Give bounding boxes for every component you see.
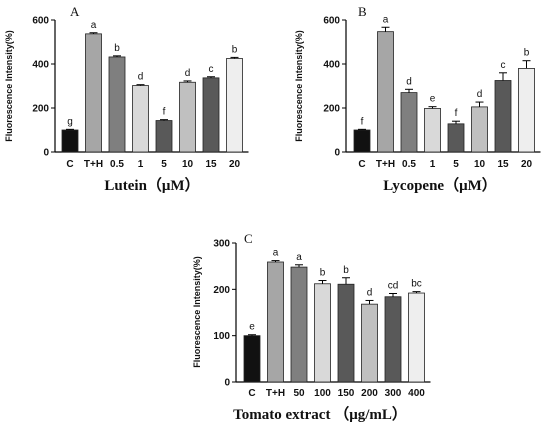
panel-label: C xyxy=(244,231,253,246)
bar xyxy=(108,56,126,153)
bar xyxy=(361,303,378,383)
x-tick-label: 400 xyxy=(408,388,425,399)
x-tick-label: T+H xyxy=(266,388,285,399)
bar xyxy=(337,283,355,383)
x-tick-label: 0.5 xyxy=(402,159,416,170)
significance-letter: a xyxy=(296,252,302,263)
bar xyxy=(155,120,173,153)
significance-letter: d xyxy=(138,72,144,83)
significance-letter: d xyxy=(477,89,483,100)
significance-letter: c xyxy=(209,64,214,75)
x-tick-label: C xyxy=(358,159,365,170)
y-tick-label: 600 xyxy=(32,16,49,27)
bar xyxy=(518,68,535,153)
significance-letter: b xyxy=(114,43,120,54)
y-tick-label: 200 xyxy=(213,285,230,296)
x-tick-label: 0.5 xyxy=(110,159,124,170)
significance-letter: b xyxy=(343,265,349,276)
bar xyxy=(202,77,220,153)
bar xyxy=(226,58,243,153)
bar xyxy=(243,335,261,383)
significance-letter: f xyxy=(163,107,166,118)
significance-letter: f xyxy=(455,108,458,119)
bar xyxy=(314,283,331,383)
x-axis-label: Lutein（μM） xyxy=(104,176,199,194)
bar xyxy=(353,129,371,153)
y-tick-label: 0 xyxy=(224,378,230,389)
significance-letter: a xyxy=(273,248,279,259)
x-axis-label: Tomato extract （μg/mL） xyxy=(233,405,407,423)
bar xyxy=(494,80,512,153)
significance-letter: a xyxy=(383,14,389,25)
bar xyxy=(447,123,465,153)
x-tick-label: 5 xyxy=(453,159,459,170)
y-tick-label: 300 xyxy=(213,239,230,250)
y-tick-label: 0 xyxy=(334,148,340,159)
bar xyxy=(132,85,149,153)
significance-letter: f xyxy=(361,116,364,127)
x-tick-label: 15 xyxy=(497,159,509,170)
y-tick-label: 0 xyxy=(43,148,49,159)
x-tick-label: T+H xyxy=(376,159,395,170)
bar xyxy=(85,33,102,153)
significance-letter: b xyxy=(524,48,530,59)
significance-letter: e xyxy=(430,94,436,105)
x-tick-label: 20 xyxy=(229,159,241,170)
y-tick-label: 100 xyxy=(213,331,230,342)
x-tick-label: 10 xyxy=(474,159,486,170)
x-tick-label: 15 xyxy=(205,159,217,170)
significance-letter: d xyxy=(185,68,191,79)
significance-letter: g xyxy=(67,116,73,127)
significance-letter: a xyxy=(91,20,97,31)
y-axis-label: Fluorescence Intensity(%) xyxy=(4,30,14,142)
x-tick-label: 50 xyxy=(293,388,305,399)
chart-panel-c: C 0 100 200 300 Fluorescence Intensity(%) e Ca T… xyxy=(192,231,431,423)
x-tick-label: 5 xyxy=(161,159,167,170)
x-tick-label: 1 xyxy=(430,159,436,170)
bar xyxy=(384,296,402,383)
bar xyxy=(61,129,79,153)
panel-label: B xyxy=(358,4,367,19)
bar xyxy=(179,81,196,153)
significance-letter: c xyxy=(501,60,506,71)
x-tick-label: 150 xyxy=(338,388,355,399)
x-tick-label: 20 xyxy=(521,159,533,170)
y-tick-label: 600 xyxy=(323,16,340,27)
x-tick-label: C xyxy=(66,159,73,170)
significance-letter: d xyxy=(367,287,373,298)
significance-letter: b xyxy=(232,44,238,55)
y-tick-label: 200 xyxy=(32,104,49,115)
y-tick-label: 400 xyxy=(323,60,340,71)
significance-letter: bc xyxy=(411,279,422,290)
y-axis-label: Fluorescence Intensity(%) xyxy=(294,30,304,142)
x-tick-label: 300 xyxy=(385,388,402,399)
bar xyxy=(424,108,441,153)
significance-letter: e xyxy=(249,322,255,333)
x-tick-label: C xyxy=(248,388,255,399)
bar xyxy=(400,92,418,153)
bar xyxy=(267,261,284,383)
chart-panel-a: A 0 200 400 600 Fluorescence Intensity(%) g Ca T… xyxy=(4,4,249,194)
x-axis-label: Lycopene（μM） xyxy=(383,176,497,194)
significance-letter: d xyxy=(406,76,412,87)
x-tick-label: 200 xyxy=(361,388,378,399)
chart-panel-b: B 0 200 400 600 Fluorescence Intensity(%) f Ca T… xyxy=(294,4,541,194)
y-tick-label: 200 xyxy=(323,104,340,115)
panel-label: A xyxy=(70,4,80,19)
x-tick-label: 10 xyxy=(182,159,194,170)
bar xyxy=(290,266,308,383)
x-tick-label: 100 xyxy=(314,388,331,399)
x-tick-label: T+H xyxy=(84,159,103,170)
significance-letter: cd xyxy=(388,281,399,292)
bar xyxy=(471,106,488,153)
bar xyxy=(377,31,394,153)
y-tick-label: 400 xyxy=(32,60,49,71)
bar xyxy=(408,292,425,383)
significance-letter: b xyxy=(320,268,326,279)
y-axis-label: Fluorescence Intensity(%) xyxy=(192,256,202,368)
x-tick-label: 1 xyxy=(138,159,144,170)
